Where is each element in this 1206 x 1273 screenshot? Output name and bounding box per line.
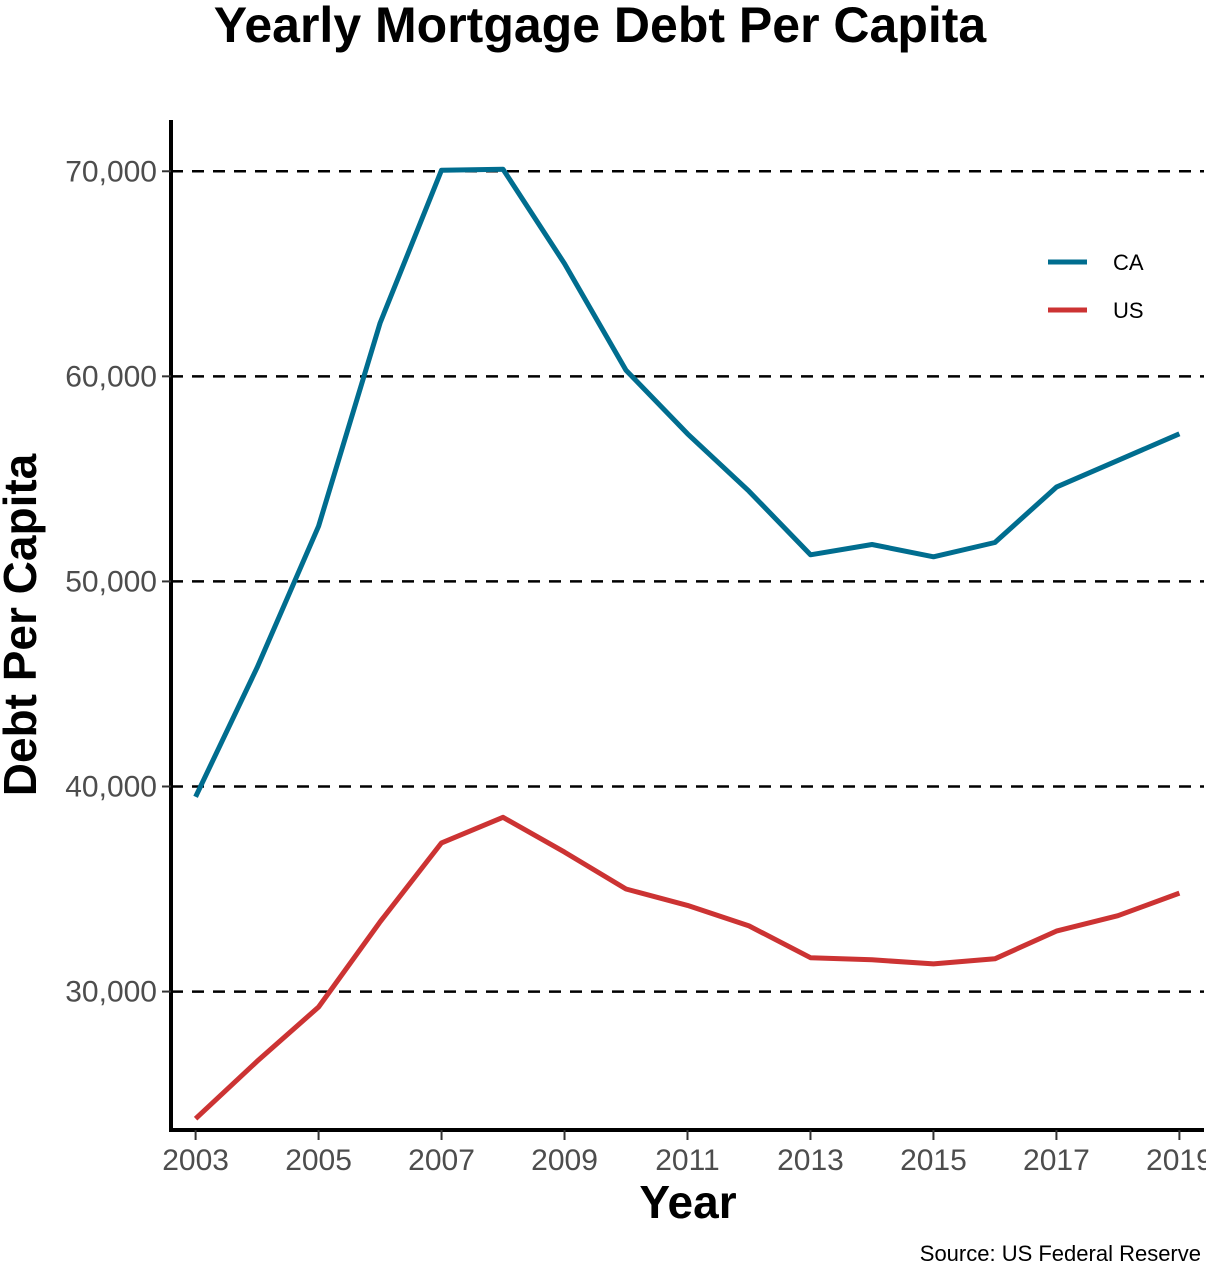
- chart-title: Yearly Mortgage Debt Per Capita: [214, 0, 988, 53]
- x-tick-label: 2011: [655, 1144, 720, 1177]
- series-line-ca: [193, 166, 1181, 798]
- y-axis-ticks: 30,000 40,000 50,000 60,000 70,000: [65, 155, 171, 1009]
- x-tick-label: 2019: [1146, 1144, 1206, 1177]
- x-axis-title: Year: [639, 1176, 736, 1228]
- legend-label-us: US: [1113, 298, 1144, 323]
- x-tick-label: 2013: [777, 1144, 844, 1177]
- y-tick-label: 70,000: [65, 155, 157, 188]
- x-tick-label: 2007: [408, 1144, 475, 1177]
- y-axis-title: Debt Per Capita: [0, 453, 46, 796]
- series-lines: [193, 166, 1181, 1121]
- x-tick-label: 2003: [162, 1144, 229, 1177]
- x-tick-label: 2009: [531, 1144, 598, 1177]
- legend-label-ca: CA: [1113, 250, 1144, 275]
- y-tick-label: 50,000: [65, 565, 157, 598]
- x-tick-label: 2015: [900, 1144, 967, 1177]
- series-line-us: [193, 814, 1181, 1121]
- y-tick-label: 40,000: [65, 770, 157, 803]
- y-tick-label: 30,000: [65, 976, 157, 1009]
- x-axis-ticks: 2003 2005 2007 2009 2011 2013 2015 2017 2019: [162, 1130, 1206, 1177]
- x-tick-label: 2005: [285, 1144, 352, 1177]
- legend: CA US: [1048, 250, 1144, 323]
- source-caption: Source: US Federal Reserve: [920, 1241, 1201, 1266]
- x-tick-label: 2017: [1023, 1144, 1090, 1177]
- gridlines: [171, 170, 1204, 993]
- y-tick-label: 60,000: [65, 360, 157, 393]
